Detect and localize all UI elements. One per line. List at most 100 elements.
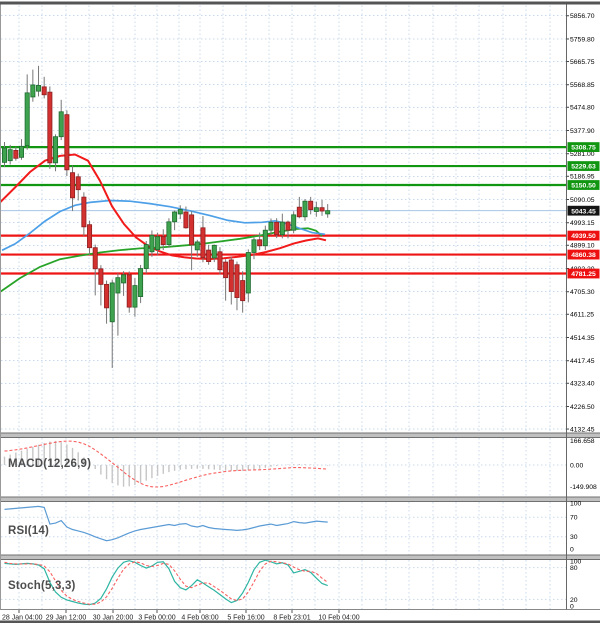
price-axis-label: 5759.80 (570, 36, 595, 43)
candle-up (268, 221, 274, 231)
price-axis-label: 4705.30 (570, 289, 595, 296)
candle-down (70, 172, 76, 199)
candle-up (279, 221, 285, 236)
price-axis-label: 5281.00 (570, 151, 595, 158)
candle-down (240, 280, 246, 302)
candle-up (211, 244, 217, 259)
candle-down (285, 221, 291, 231)
price-axis-label: 5856.70 (570, 13, 595, 20)
candle-down (160, 236, 166, 245)
time-axis-label: 5 Feb 16:00 (227, 615, 264, 622)
price-axis-label: 4514.35 (570, 335, 595, 342)
time-axis-label: 28 Jan 04:00 (2, 615, 43, 622)
time-axis-label: 29 Jan 12:00 (46, 615, 87, 622)
price-axis-label: 4226.50 (570, 404, 595, 411)
panel-separator[interactable] (0, 555, 600, 560)
time-axis-label: 4 Feb 08:00 (181, 615, 218, 622)
candle-up (291, 214, 297, 231)
candle-down (206, 249, 212, 263)
price-axis-label: 5377.90 (570, 128, 595, 135)
candle-up (132, 285, 138, 308)
current-price-badge-text: 5043.45 (571, 208, 596, 215)
candle-up (166, 221, 172, 245)
macd-indicator-label: MACD(12,26,9) (8, 458, 92, 470)
candle-up (19, 145, 25, 158)
candle-down (41, 86, 47, 96)
indicator-axis-label: 100 (570, 559, 582, 566)
candle-down (296, 206, 302, 218)
candle-down (228, 259, 234, 292)
candle-down (319, 207, 325, 212)
indicator-axis-label: 30 (570, 534, 578, 541)
price-axis-label: 5186.95 (570, 174, 595, 181)
price-axis-label: 4323.40 (570, 381, 595, 388)
time-axis-label: 3 Feb 00:00 (138, 615, 175, 622)
resistance-price-badge-text: 5150.50 (571, 183, 596, 190)
stoch-panel (4, 559, 329, 606)
price-level-lines[interactable] (0, 145, 567, 275)
candle-up (121, 274, 127, 284)
bottom-border (0, 620, 600, 623)
time-axis-label: 10 Feb 04:00 (318, 615, 359, 622)
candle-up (325, 210, 331, 215)
support-price-badge (567, 249, 600, 260)
candle-down (126, 274, 132, 308)
resistance-price-badge (567, 180, 600, 190)
time-axis-labels: 28 Jan 04:00 29 Jan 12:00 30 Jan 20:00 3 Fe… (2, 610, 360, 622)
panel-separator[interactable] (0, 433, 600, 438)
candle-down (98, 268, 104, 285)
candle-up (245, 252, 251, 294)
macd-signal-line (4, 440, 328, 488)
panel-separator[interactable] (0, 497, 600, 502)
price-axis-label: 5568.85 (570, 82, 595, 89)
candle-up (262, 229, 268, 247)
candle-up (7, 149, 13, 162)
price-axis-label: 4993.15 (570, 220, 595, 227)
support-price-badge-text: 4781.25 (571, 271, 596, 278)
candle-down (223, 261, 229, 279)
candle-up (2, 147, 7, 163)
indicator-axis-label: 0 (570, 547, 574, 554)
time-axis-label: 8 Feb 23:01 (273, 615, 310, 622)
support-price-badge-text: 4939.50 (571, 233, 596, 240)
candle-up (30, 84, 36, 98)
indicator-axis-label: 70 (570, 515, 578, 522)
indicator-axis-label: 166.658 (570, 438, 595, 445)
time-axis[interactable] (0, 612, 600, 623)
candlesticks (2, 65, 331, 369)
candle-up (302, 200, 308, 218)
candle-up (251, 239, 257, 253)
candle-down (257, 239, 263, 247)
candle-down (13, 149, 19, 159)
candle-down (217, 251, 223, 271)
time-axis-label: 30 Jan 20:00 (93, 615, 134, 622)
candle-up (149, 234, 155, 253)
candle-up (138, 268, 144, 297)
price-axis-label: 4611.25 (570, 312, 594, 319)
indicator-axis-label: 0 (570, 604, 574, 611)
current-price-badge (567, 205, 600, 216)
price-axis[interactable] (567, 0, 600, 612)
candle-up (155, 236, 161, 251)
candle-down (87, 224, 93, 249)
support-price-badge-text: 4860.38 (571, 252, 596, 259)
candle-up (177, 209, 183, 215)
rsi-line (4, 505, 328, 542)
indicator-axis-label: 100 (570, 501, 582, 508)
indicator-axis-label: 20 (570, 597, 578, 604)
candle-up (143, 244, 149, 269)
price-axis-label: 4417.45 (570, 358, 595, 365)
price-axis-label: 5665.75 (570, 59, 595, 66)
candle-down (189, 214, 195, 246)
indicator-axis-label: -149.908 (570, 484, 597, 491)
macd-panel (3, 440, 329, 488)
resistance-price-badge-text: 5308.75 (571, 145, 596, 152)
stoch-d-line (4, 560, 329, 605)
candle-up (172, 211, 178, 223)
support-price-badge (567, 268, 600, 279)
